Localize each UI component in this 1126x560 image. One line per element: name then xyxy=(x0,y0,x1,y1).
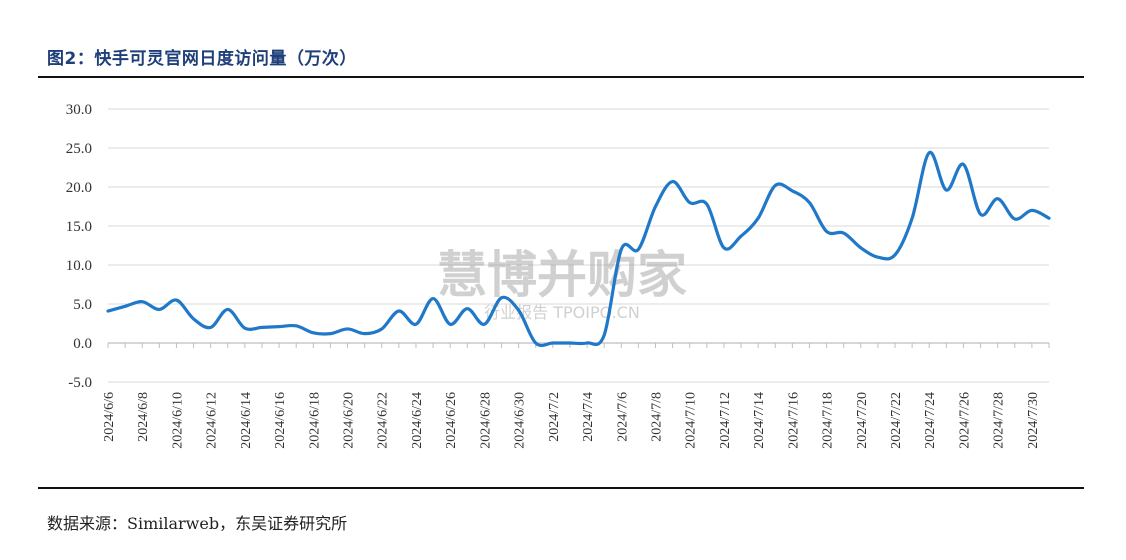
y-tick-label: -5.0 xyxy=(68,375,92,391)
x-tick-label: 2024/6/28 xyxy=(478,392,493,449)
source-note: 数据来源：Similarweb，东吴证券研究所 xyxy=(47,514,348,533)
x-tick-label: 2024/7/30 xyxy=(1026,392,1041,449)
x-tick-label: 2024/7/24 xyxy=(923,392,938,449)
y-axis-ticks: 30.0 25.0 20.0 15.0 10.0 5.0 0.0 -5.0 xyxy=(66,102,92,391)
x-tick-label: 2024/6/18 xyxy=(307,392,322,449)
x-tick-label: 2024/7/26 xyxy=(957,392,972,449)
x-tick-label: 2024/7/2 xyxy=(547,392,562,442)
x-tick-label: 2024/6/12 xyxy=(205,392,220,449)
x-tick-label: 2024/6/24 xyxy=(410,392,425,449)
x-tick-label: 2024/7/4 xyxy=(581,392,596,442)
x-tick-label: 2024/6/26 xyxy=(444,392,459,449)
x-axis-tick-labels: 2024/6/6 2024/6/8 2024/6/10 2024/6/12 2024/6… xyxy=(102,392,1041,449)
x-tick-label: 2024/7/8 xyxy=(649,392,664,442)
x-tick-label: 2024/7/12 xyxy=(718,392,733,449)
x-tick-label: 2024/6/10 xyxy=(170,392,185,449)
x-tick-label: 2024/6/30 xyxy=(513,392,528,449)
top-rule xyxy=(38,76,1084,78)
y-tick-label: 10.0 xyxy=(66,258,92,274)
x-tick-label: 2024/6/8 xyxy=(136,392,151,442)
y-tick-label: 25.0 xyxy=(66,141,92,157)
x-tick-label: 2024/7/22 xyxy=(889,392,904,449)
watermark: 慧博并购家 行业报告 TPOIPO.CN xyxy=(437,246,687,322)
x-tick-label: 2024/7/28 xyxy=(992,392,1007,449)
x-tick-label: 2024/6/22 xyxy=(376,392,391,449)
y-tick-label: 30.0 xyxy=(66,102,92,118)
series-line xyxy=(106,151,1051,347)
y-tick-label: 0.0 xyxy=(73,336,92,352)
watermark-sub: 行业报告 TPOIPO.CN xyxy=(484,303,640,322)
x-tick-label: 2024/7/20 xyxy=(855,392,870,449)
x-tick-label: 2024/6/14 xyxy=(239,392,254,449)
x-tick-label: 2024/6/6 xyxy=(102,392,117,442)
y-tick-label: 5.0 xyxy=(73,297,92,313)
x-tick-label: 2024/7/6 xyxy=(615,392,630,442)
y-tick-label: 20.0 xyxy=(66,180,92,196)
x-tick-label: 2024/7/10 xyxy=(684,392,699,449)
y-tick-label: 15.0 xyxy=(66,219,92,235)
bottom-rule xyxy=(38,487,1084,489)
x-tick-label: 2024/7/18 xyxy=(821,392,836,449)
watermark-main: 慧博并购家 xyxy=(437,246,687,304)
x-tick-label: 2024/7/16 xyxy=(786,392,801,449)
x-tick-label: 2024/7/14 xyxy=(752,392,767,449)
x-tick-label: 2024/6/16 xyxy=(273,392,288,449)
x-tick-label: 2024/6/20 xyxy=(342,392,357,449)
chart-title: 图2：快手可灵官网日度访问量（万次） xyxy=(47,49,357,69)
